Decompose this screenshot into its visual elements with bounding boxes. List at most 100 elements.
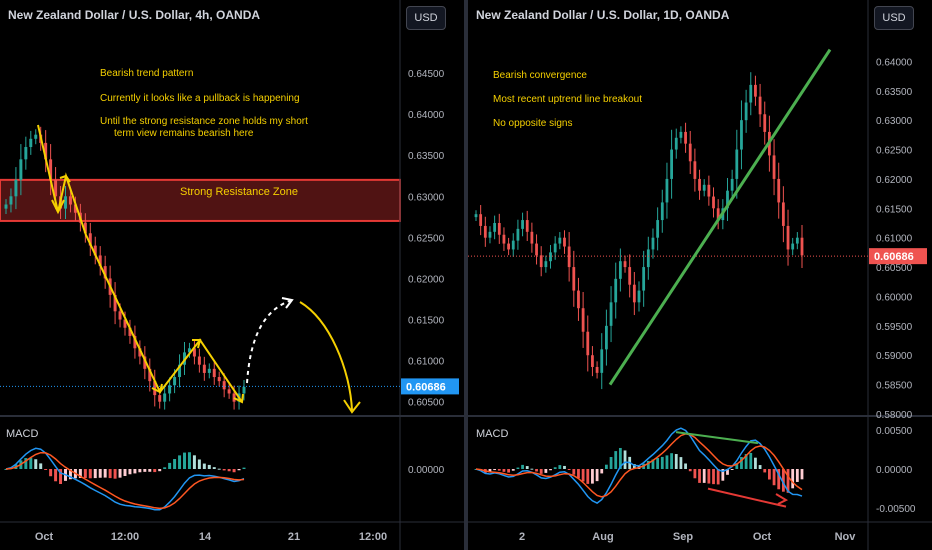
- macd-histogram-bar: [735, 463, 739, 469]
- candle-body: [632, 284, 636, 303]
- candle-body: [651, 237, 655, 250]
- candle-body: [24, 147, 28, 160]
- price-tick-label: 0.64000: [876, 57, 913, 68]
- annotation-note: term view remains bearish here: [114, 128, 254, 139]
- candle-body: [595, 366, 599, 373]
- candle-body: [637, 290, 641, 303]
- price-tick-label: 0.62000: [876, 175, 913, 186]
- price-tick-label: 0.63000: [408, 192, 445, 203]
- candle-body: [98, 255, 102, 267]
- last-price-tag-text: 0.60686: [406, 381, 446, 393]
- macd-line: [475, 427, 803, 504]
- macd-histogram-bar: [656, 458, 660, 469]
- candle-body: [628, 267, 632, 285]
- candle-body: [618, 261, 622, 279]
- candle-body: [9, 196, 13, 205]
- candle-body: [591, 355, 594, 367]
- macd-histogram-bar: [688, 469, 692, 472]
- candle-body: [688, 143, 692, 162]
- macd-tick-label: 0.00500: [876, 426, 913, 437]
- arrow-head: [281, 297, 294, 309]
- candle-body: [516, 228, 520, 241]
- macd-histogram-bar: [133, 469, 137, 474]
- candle-body: [507, 243, 510, 250]
- macd-histogram-bar: [712, 469, 715, 485]
- macd-histogram-bar: [544, 469, 548, 473]
- macd-histogram-bar: [795, 469, 799, 482]
- candle-body: [483, 225, 487, 238]
- candle-body: [502, 234, 506, 244]
- macd-histogram-bar: [623, 450, 627, 469]
- candle-body: [660, 202, 664, 221]
- candle-body: [187, 348, 191, 353]
- price-tick-label: 0.61000: [408, 357, 445, 368]
- macd-histogram-bar: [707, 469, 711, 484]
- macd-histogram-bar: [148, 469, 152, 472]
- macd-histogram-bar: [516, 467, 520, 469]
- macd-histogram-bar: [563, 465, 566, 469]
- macd-histogram-bar: [600, 469, 604, 474]
- macd-histogram-bar: [59, 469, 63, 484]
- macd-signal-line: [5, 451, 245, 510]
- projected-drop-path: [299, 301, 353, 411]
- macd-histogram-bar: [163, 467, 167, 469]
- time-tick-label: Oct: [35, 531, 54, 543]
- macd-histogram-bar: [698, 469, 701, 483]
- candle-body: [702, 184, 706, 191]
- candle-body: [679, 131, 683, 138]
- candle-body: [525, 220, 529, 232]
- macd-histogram-bar: [183, 452, 186, 469]
- candle-body: [133, 335, 137, 349]
- last-price-tag: [869, 248, 927, 265]
- macd-histogram-bar: [646, 460, 650, 469]
- macd-histogram-bar: [488, 469, 492, 473]
- macd-histogram-bar: [187, 452, 191, 469]
- candle-body: [614, 278, 618, 303]
- macd-histogram-bar: [24, 458, 28, 469]
- candle-body: [712, 196, 715, 209]
- price-tick-label: 0.60000: [876, 292, 913, 303]
- macd-histogram-bar: [632, 464, 636, 469]
- candle-body: [113, 294, 117, 312]
- candle-body: [19, 159, 23, 180]
- macd-histogram-bar: [535, 469, 538, 472]
- currency-button-1d[interactable]: USD: [874, 6, 914, 30]
- candle-body: [153, 381, 157, 396]
- macd-histogram-bar: [68, 469, 72, 480]
- candle-body: [158, 395, 162, 402]
- candle-body: [123, 319, 127, 328]
- candle-body: [772, 155, 776, 179]
- candle-body: [207, 368, 211, 373]
- macd-histogram-bar: [567, 469, 571, 470]
- panel-divider[interactable]: [464, 0, 468, 550]
- last-price-tag-text: 0.60686: [874, 251, 914, 263]
- macd-histogram-bar: [138, 469, 142, 473]
- candle-body: [488, 231, 492, 238]
- candle-body: [103, 266, 107, 279]
- macd-histogram-bar: [83, 469, 87, 478]
- macd-histogram-bar: [614, 451, 618, 469]
- chart-panel-1d: 0.64000 0.63500 0.63000 0.62500 0.62000 0.615…: [468, 0, 932, 550]
- price-tick-label: 0.63500: [876, 87, 913, 98]
- arrow-head: [775, 493, 789, 505]
- candle-body: [754, 84, 757, 97]
- candle-body: [558, 237, 562, 244]
- macd-histogram-bar: [168, 462, 172, 469]
- macd-histogram-bar: [521, 464, 524, 469]
- candle-body: [497, 223, 501, 235]
- candle-body: [178, 364, 182, 378]
- candle-body: [227, 389, 231, 394]
- candle-body: [192, 348, 196, 357]
- macd-histogram-bar: [726, 469, 729, 475]
- macd-histogram-bar: [98, 469, 102, 478]
- macd-histogram-bar: [716, 469, 720, 485]
- macd-histogram-bar: [702, 469, 706, 483]
- candle-body: [791, 243, 795, 250]
- candle-body: [197, 356, 201, 365]
- time-tick-label: Nov: [835, 531, 857, 543]
- macd-histogram-bar: [665, 455, 669, 469]
- candle-body: [474, 214, 478, 218]
- candle-body: [49, 159, 53, 180]
- time-tick-label: 12:00: [111, 531, 139, 543]
- currency-button-4h[interactable]: USD: [406, 6, 446, 30]
